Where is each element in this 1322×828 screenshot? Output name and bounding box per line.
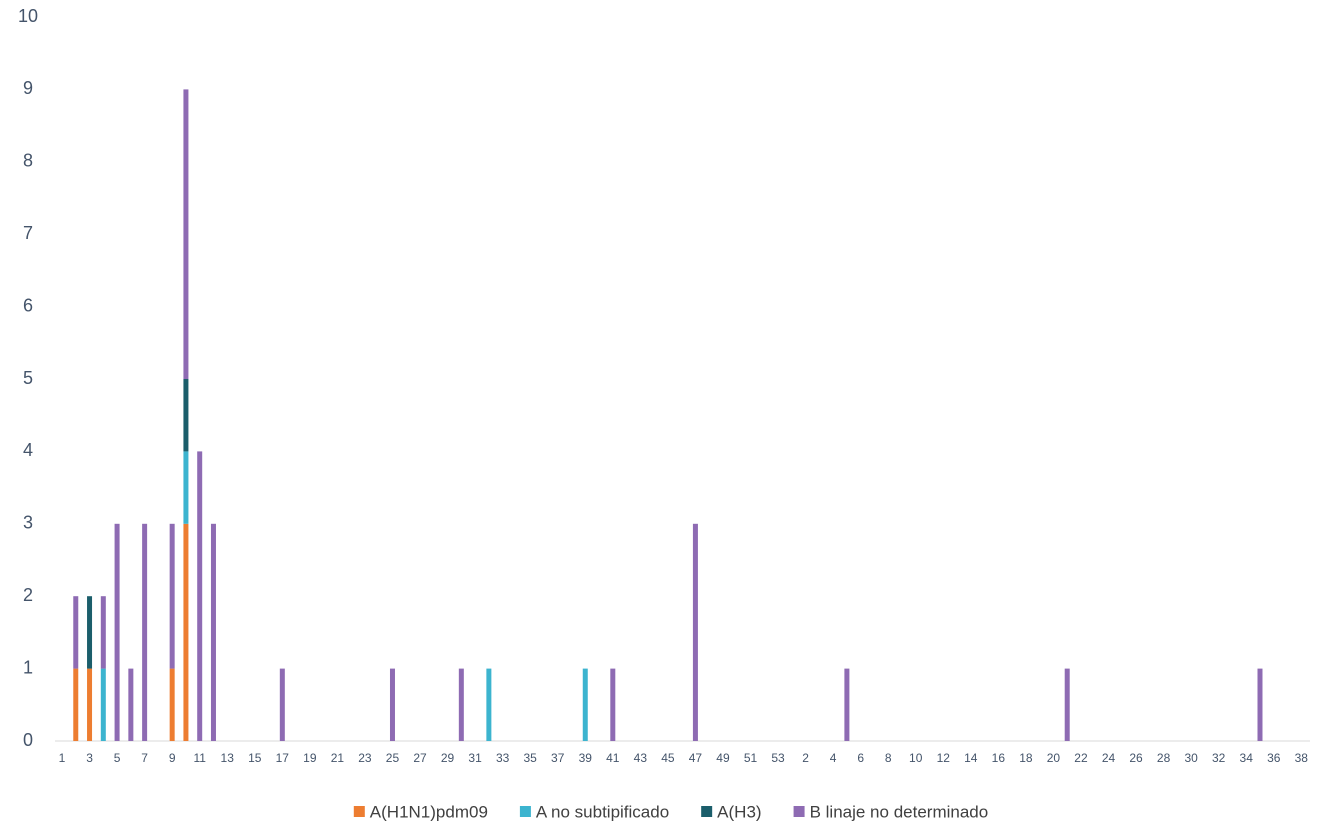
bar-segment <box>100 668 106 741</box>
x-tick-label: 28 <box>1157 751 1171 765</box>
x-tick-label: 53 <box>771 751 785 765</box>
y-tick-label: 2 <box>23 585 33 605</box>
y-tick-label: 10 <box>18 6 38 26</box>
x-tick-label: 32 <box>1212 751 1226 765</box>
y-tick-label: 0 <box>23 730 33 750</box>
bar-segment <box>169 668 175 741</box>
bar-segment <box>458 668 464 741</box>
bar-segment <box>692 523 698 741</box>
x-tick-label: 43 <box>634 751 648 765</box>
bar-segment <box>169 523 175 669</box>
x-tick-label: 37 <box>551 751 565 765</box>
x-tick-label: 19 <box>303 751 317 765</box>
x-tick-label: 2 <box>802 751 809 765</box>
x-tick-label: 49 <box>716 751 730 765</box>
bar-segment <box>87 668 93 741</box>
bar-segment <box>389 668 395 741</box>
x-tick-label: 20 <box>1047 751 1061 765</box>
x-tick-label: 21 <box>331 751 345 765</box>
x-tick-label: 18 <box>1019 751 1033 765</box>
bar-segment <box>844 668 850 741</box>
x-tick-label: 3 <box>86 751 93 765</box>
bar-segment <box>114 523 120 741</box>
x-tick-label: 11 <box>193 751 206 765</box>
legend-swatch <box>701 806 713 817</box>
legend-swatch <box>519 806 531 817</box>
bar-segment <box>100 596 106 669</box>
x-tick-label: 33 <box>496 751 510 765</box>
x-tick-label: 25 <box>386 751 400 765</box>
legend-swatch <box>353 806 365 817</box>
y-tick-label: 9 <box>23 78 33 98</box>
x-tick-label: 38 <box>1295 751 1309 765</box>
x-tick-label: 31 <box>468 751 482 765</box>
legend-swatch <box>793 806 805 817</box>
x-tick-label: 41 <box>606 751 620 765</box>
x-tick-label: 13 <box>221 751 235 765</box>
bar-segment <box>183 379 189 452</box>
bar-segment <box>73 596 79 669</box>
x-tick-label: 27 <box>413 751 427 765</box>
x-tick-label: 29 <box>441 751 455 765</box>
x-tick-label: 17 <box>276 751 290 765</box>
y-tick-label: 4 <box>23 440 33 460</box>
x-tick-label: 22 <box>1074 751 1088 765</box>
y-tick-label: 6 <box>23 295 33 315</box>
bar-segment <box>210 523 216 741</box>
bar-segment <box>87 596 93 669</box>
x-tick-label: 35 <box>524 751 538 765</box>
bar-segment <box>610 668 616 741</box>
x-tick-label: 47 <box>689 751 703 765</box>
bar-segment <box>486 668 492 741</box>
bar-segment <box>1257 668 1263 741</box>
y-tick-label: 1 <box>23 657 33 677</box>
legend-label: A no subtipificado <box>536 802 669 821</box>
x-tick-label: 24 <box>1102 751 1116 765</box>
bar-segment <box>73 668 79 741</box>
y-tick-label: 8 <box>23 151 33 171</box>
x-tick-label: 51 <box>744 751 758 765</box>
x-tick-label: 23 <box>358 751 372 765</box>
x-tick-label: 8 <box>885 751 892 765</box>
bar-segment <box>582 668 588 741</box>
legend-label: B linaje no determinado <box>810 802 989 821</box>
x-tick-label: 12 <box>937 751 951 765</box>
bar-segment <box>279 668 285 741</box>
x-tick-label: 7 <box>141 751 148 765</box>
x-tick-label: 16 <box>992 751 1006 765</box>
x-tick-label: 10 <box>909 751 923 765</box>
bar-segment <box>197 451 203 741</box>
bar-segment <box>183 89 189 380</box>
x-tick-label: 30 <box>1184 751 1198 765</box>
x-tick-label: 9 <box>169 751 176 765</box>
x-tick-label: 15 <box>248 751 262 765</box>
bar-segment <box>1064 668 1070 741</box>
x-tick-label: 1 <box>59 751 66 765</box>
x-tick-label: 36 <box>1267 751 1281 765</box>
x-tick-label: 5 <box>114 751 121 765</box>
y-tick-label: 3 <box>23 513 33 533</box>
y-tick-label: 7 <box>23 223 33 243</box>
y-tick-label: 5 <box>23 368 33 388</box>
x-tick-label: 34 <box>1240 751 1254 765</box>
x-tick-label: 4 <box>830 751 837 765</box>
bar-segment <box>183 523 189 741</box>
legend-label: A(H3) <box>717 802 761 821</box>
bar-segment <box>183 451 189 524</box>
legend-label: A(H1N1)pdm09 <box>370 802 488 821</box>
x-tick-label: 6 <box>857 751 864 765</box>
x-tick-label: 45 <box>661 751 675 765</box>
bar-segment <box>128 668 134 741</box>
x-tick-label: 26 <box>1129 751 1143 765</box>
x-tick-label: 39 <box>579 751 593 765</box>
bar-segment <box>142 523 148 741</box>
x-tick-label: 14 <box>964 751 978 765</box>
